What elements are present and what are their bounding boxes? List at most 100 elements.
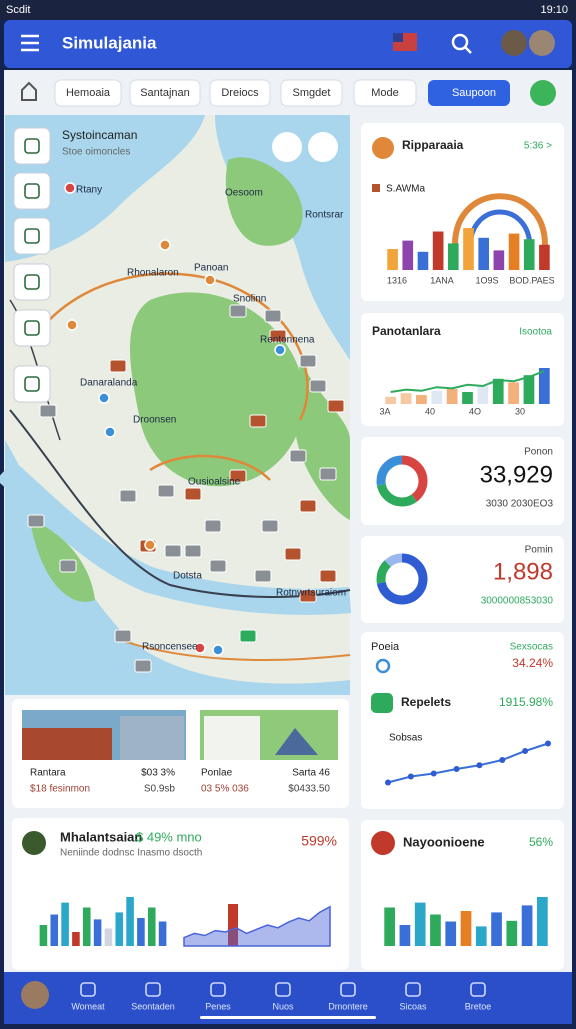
metric-note: 3030 2030EO3 [486,499,554,510]
nav-icon[interactable] [80,982,96,997]
building [164,544,182,558]
filter-chip[interactable]: Dreiocs [209,79,271,107]
home-indicator [200,1016,376,1019]
map-label: Droonsen [133,415,176,426]
map-label: Snolinn [233,294,266,305]
status-bar [0,0,576,20]
bar [93,919,102,946]
metric-note: 3000000853030 [481,596,554,607]
place-price: $03 3% [141,768,175,779]
menu-icon[interactable] [21,34,39,52]
building [184,487,202,501]
nav-label[interactable]: Nuos [272,1001,294,1011]
map-title: Systoincaman [62,128,137,142]
nav-label[interactable]: Dmontere [328,1001,368,1011]
nav-label[interactable]: Seontaden [131,1001,175,1011]
building [264,309,282,323]
nav-icon[interactable] [145,982,161,997]
map-pin [204,274,216,286]
search-icon-handle [464,46,472,54]
card-badge: Isootoa [519,327,552,338]
tool-icon [24,274,40,290]
stats-point [499,757,506,763]
map-control[interactable] [308,132,338,162]
bar [432,231,444,270]
map-tool[interactable] [13,263,51,301]
avatar[interactable] [501,30,527,56]
bar [158,921,167,946]
avatar[interactable] [529,30,555,56]
bar [82,907,91,946]
bar [414,902,426,946]
bar [431,390,443,404]
filter-chip[interactable]: Santajnan [129,79,201,107]
bar [492,378,504,404]
building [261,519,279,533]
nav-icon[interactable] [210,982,226,997]
map-control[interactable] [272,132,302,162]
pin-icon [375,658,391,674]
building [39,404,57,418]
map-label: Danaralanda [80,378,138,389]
bar [416,395,427,404]
place-detail: 03 5% 036 [201,784,249,795]
action-button[interactable] [428,80,510,106]
map-pin [159,239,171,251]
area [183,905,331,947]
bar [115,912,124,946]
nav-label[interactable]: Womeat [71,1001,105,1011]
nav-avatar[interactable] [21,981,49,1009]
map-tool[interactable] [13,309,51,347]
filter-chip[interactable]: Hemoaia [54,79,122,107]
nav-icon[interactable] [470,982,486,997]
bar [72,932,80,946]
nav-label[interactable]: Penes [205,1001,231,1011]
map[interactable] [0,115,352,695]
nav-icon[interactable] [275,982,291,997]
axis-label: 40 [425,406,435,416]
bar [399,925,411,946]
stats-point [545,740,551,747]
stats-line [387,742,549,784]
map-pin [64,182,76,194]
nav-label[interactable]: Sicoas [399,1001,427,1011]
map-tool[interactable] [13,365,51,403]
tool-icon [24,228,40,244]
map-tool[interactable] [13,217,51,255]
card-highlight: $ 49% mno [136,829,202,844]
search-icon[interactable] [451,33,469,51]
axis-label: 4O [469,406,481,416]
nav-icon[interactable] [405,982,421,997]
home-icon[interactable] [21,81,37,101]
bar [39,925,48,946]
chip-bg [353,79,417,107]
building [269,329,287,343]
series-label: Sobsas [389,733,422,744]
nav-label[interactable]: Bretoe [465,1001,492,1011]
axis-label: BOD.PAES [509,275,554,285]
bar [402,240,414,270]
bar [462,392,473,404]
map-tool[interactable] [13,127,51,165]
bar [463,228,474,270]
card-title: Mhalantsaian [60,829,142,844]
chip-bg [280,79,343,107]
confirm-button[interactable] [530,80,556,106]
chip-label: Santajnan [140,87,190,99]
filter-chip[interactable]: Mode [353,79,417,107]
photo-building [22,728,112,760]
map-label: Rsoncensee [142,642,198,653]
photo-tent [275,728,318,755]
filter-chip[interactable]: Smgdet [280,79,343,107]
building [134,659,152,673]
nav-icon[interactable] [340,982,356,997]
building [229,304,247,318]
building [239,629,257,643]
status-time: 19:10 [540,4,568,16]
axis-label: 1ANA [430,275,454,285]
map-tool[interactable] [13,172,51,210]
bar [523,239,535,270]
card[interactable] [361,632,564,809]
map-label: Oesoom [225,188,263,199]
